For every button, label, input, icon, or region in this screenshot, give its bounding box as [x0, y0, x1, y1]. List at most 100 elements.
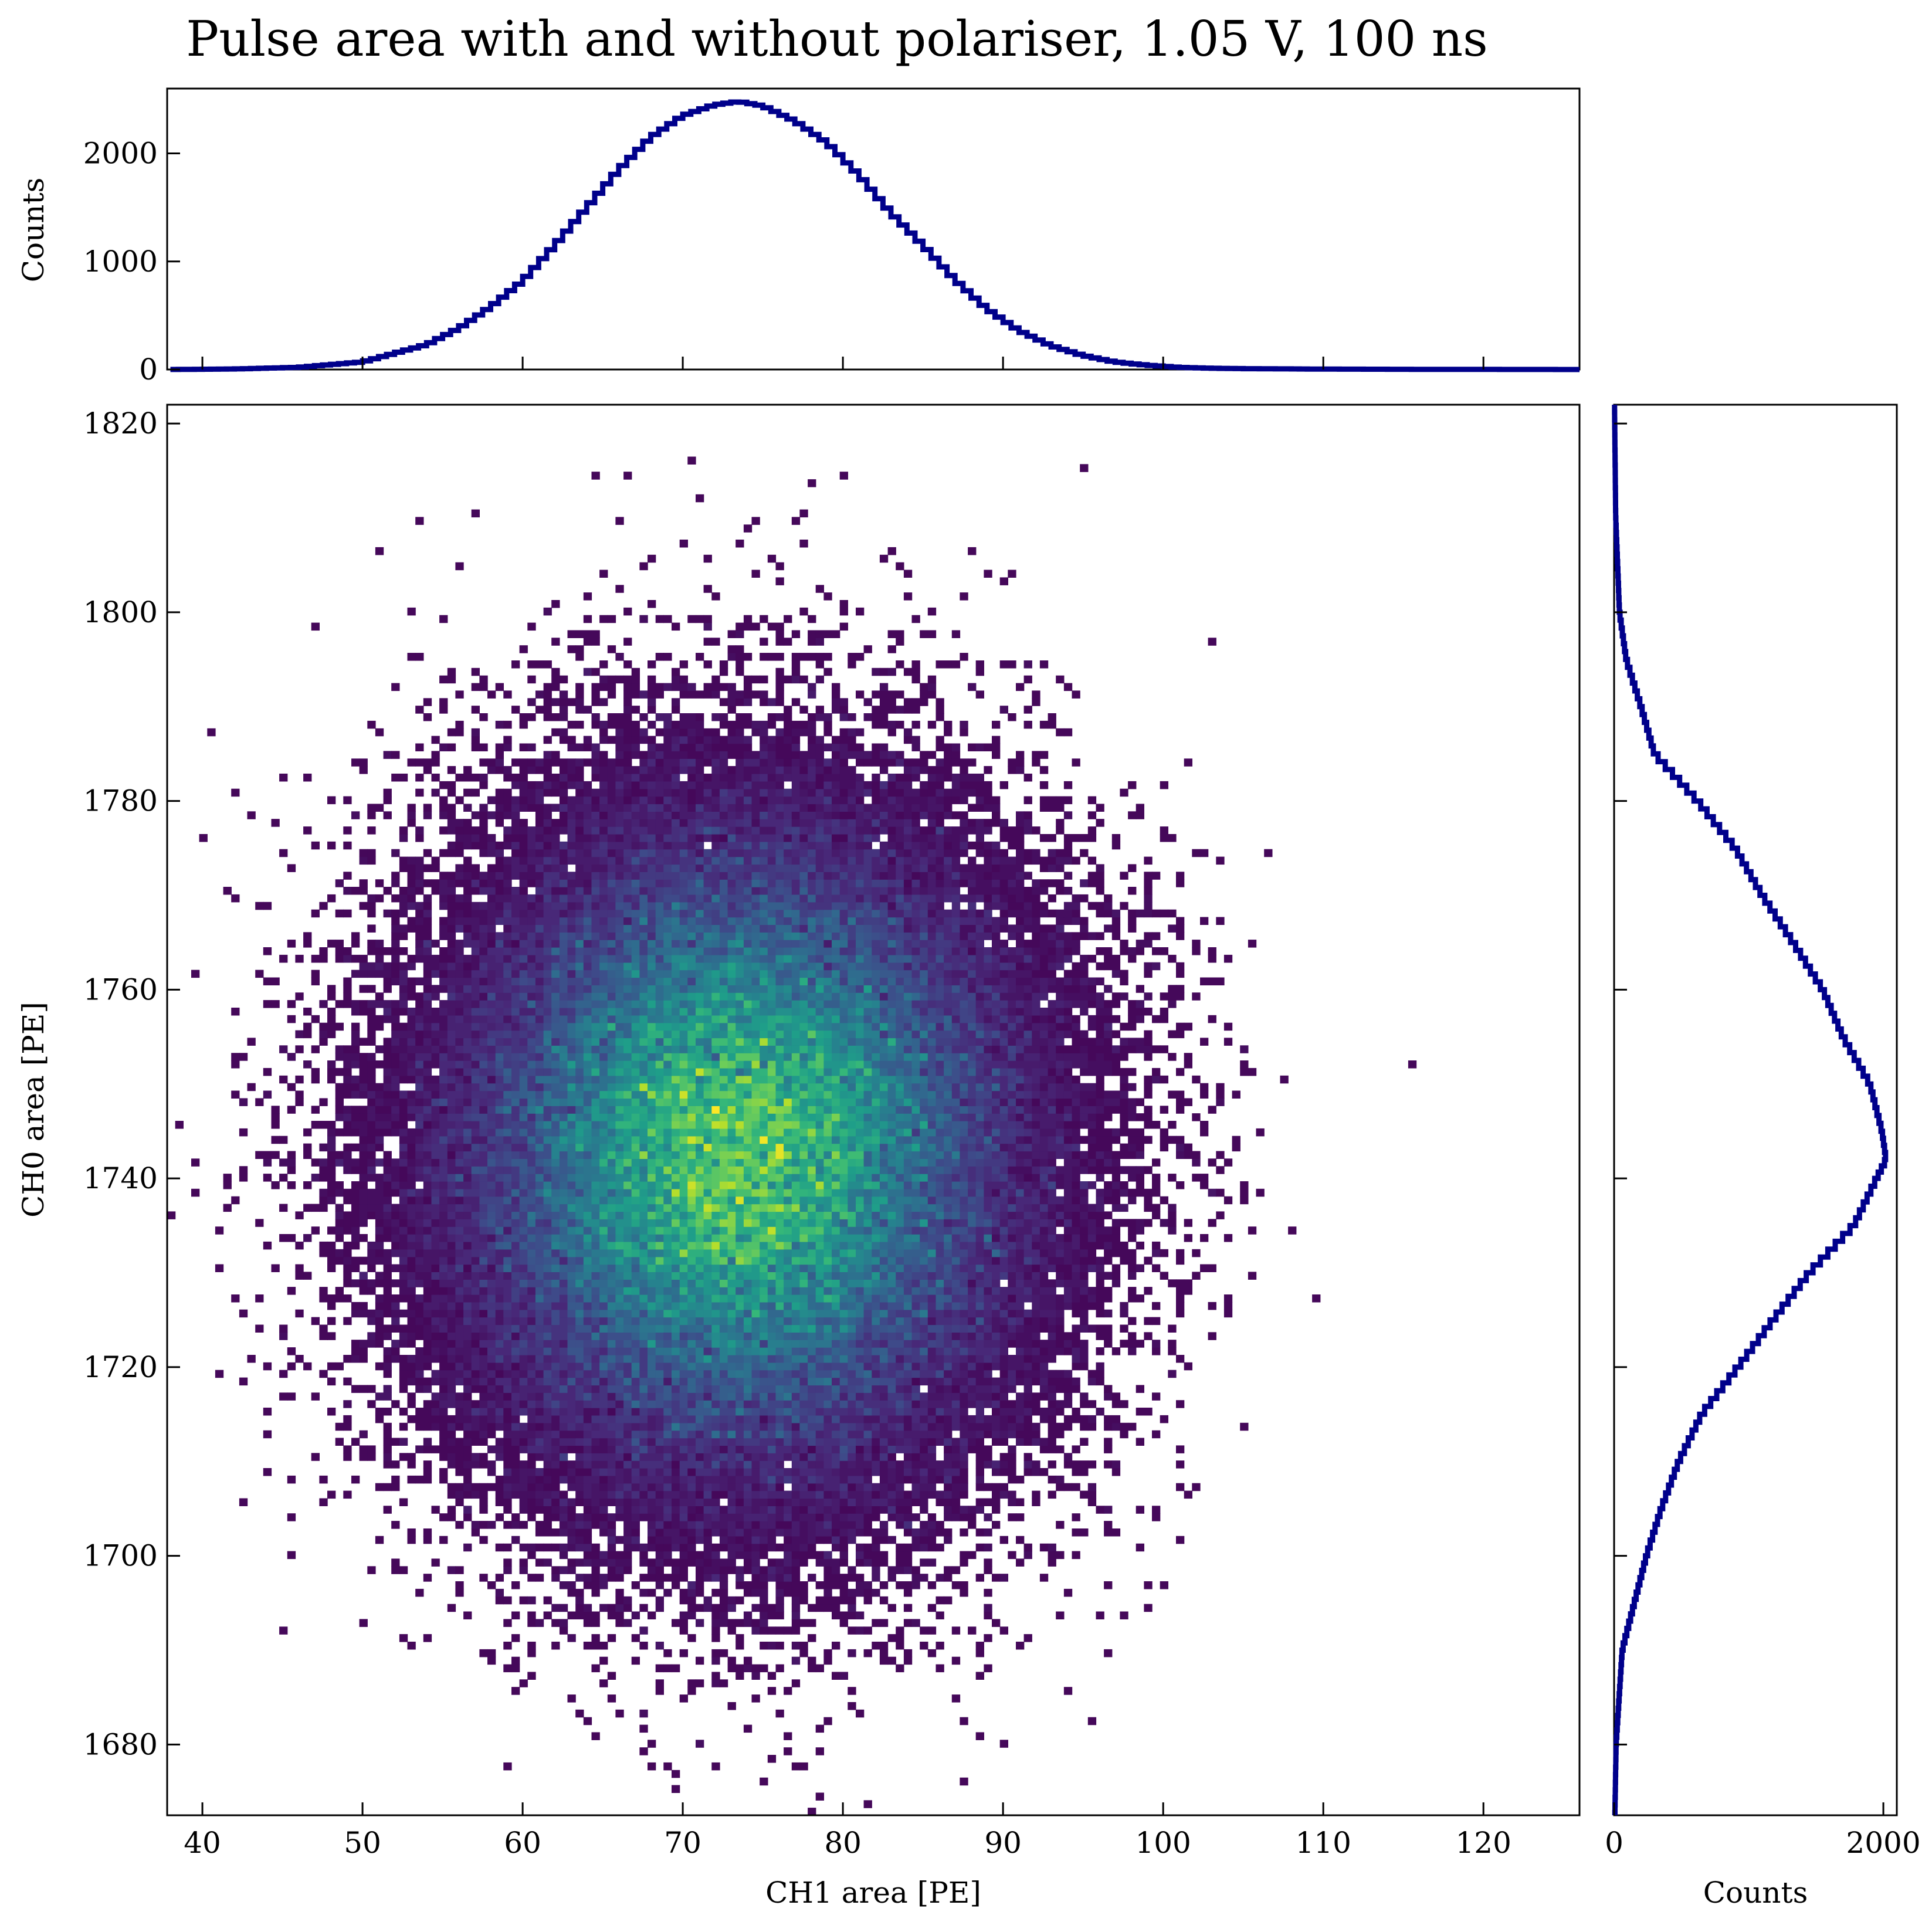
heatmap-cell [911, 1385, 920, 1393]
heatmap-cell [879, 1317, 889, 1326]
heatmap-cell [719, 1536, 728, 1544]
heatmap-cell [735, 1513, 744, 1521]
heatmap-cell [1216, 1211, 1225, 1219]
heatmap-cell [856, 1309, 865, 1318]
heatmap-cell [1048, 1264, 1056, 1272]
heatmap-cell [727, 1287, 736, 1295]
heatmap-cell [1008, 1490, 1016, 1499]
heatmap-cell [383, 1287, 392, 1295]
heatmap-cell [975, 1211, 984, 1219]
heatmap-cell [455, 1181, 464, 1189]
heatmap-cell [1039, 1408, 1049, 1416]
heatmap-cell [591, 1392, 600, 1401]
heatmap-cell [784, 1408, 792, 1416]
heatmap-cell [927, 1188, 937, 1197]
heatmap-cell [615, 1506, 624, 1514]
heatmap-cell [519, 1174, 528, 1182]
heatmap-cell [535, 1408, 544, 1416]
heatmap-cell [832, 1362, 840, 1371]
heatmap-cell [832, 1196, 840, 1205]
heatmap-cell [615, 1226, 624, 1235]
heatmap-cell [784, 1430, 792, 1439]
heatmap-cell [631, 1279, 640, 1287]
heatmap-cell [639, 1551, 648, 1560]
heatmap-cell [719, 1611, 728, 1619]
heatmap-cell [896, 1301, 904, 1310]
heatmap-cell [903, 1219, 913, 1227]
top-histogram-step-line [170, 99, 1580, 372]
heatmap-cell [791, 1536, 801, 1544]
heatmap-cell [927, 1604, 937, 1612]
heatmap-cell [687, 1264, 696, 1272]
heatmap-cell [887, 1536, 896, 1544]
heatmap-cell [760, 1626, 768, 1635]
heatmap-cell [648, 1415, 656, 1423]
heatmap-cell [631, 1377, 640, 1386]
heatmap-cell [711, 1566, 720, 1574]
heatmap-cell [471, 1438, 480, 1446]
heatmap-cell [887, 1392, 896, 1401]
heatmap-cell [784, 1687, 792, 1695]
heatmap-cell [815, 1490, 824, 1499]
heatmap-cell [487, 1174, 496, 1182]
heatmap-cell [839, 1309, 848, 1318]
heatmap-cell [823, 1324, 832, 1333]
heatmap-cell [799, 1468, 808, 1476]
heatmap-cell [975, 1332, 984, 1340]
heatmap-cell [367, 1196, 376, 1205]
heatmap-cell [767, 1256, 777, 1265]
heatmap-cell [727, 1204, 736, 1212]
heatmap-cell [727, 1355, 736, 1363]
heatmap-cell [527, 1513, 536, 1521]
heatmap-cell [551, 1226, 560, 1235]
heatmap-cell [623, 1287, 632, 1295]
heatmap-cell [543, 1272, 552, 1280]
heatmap-cell [944, 1430, 953, 1439]
heatmap-cell [863, 1558, 872, 1567]
heatmap-cell [863, 1279, 872, 1287]
heatmap-cell [439, 1324, 448, 1333]
heatmap-cell [696, 1301, 704, 1310]
heatmap-cell [599, 1513, 608, 1521]
heatmap-cell [648, 1574, 656, 1582]
heatmap-cell [863, 1430, 872, 1439]
heatmap-cell [535, 1174, 544, 1182]
heatmap-cell [1056, 1324, 1065, 1333]
heatmap-cell [727, 1468, 736, 1476]
heatmap-cell [703, 1340, 712, 1348]
heatmap-cell [583, 1498, 592, 1506]
heatmap-cell [767, 1385, 777, 1393]
heatmap-cell [823, 1256, 832, 1265]
heatmap-cell [760, 1272, 768, 1280]
heatmap-cell [999, 1309, 1008, 1318]
heatmap-cell [687, 1355, 696, 1363]
heatmap-cell [679, 1490, 688, 1499]
heatmap-cell [648, 1611, 656, 1619]
heatmap-cell [599, 1408, 608, 1416]
heatmap-cell [944, 1460, 953, 1469]
heatmap-cell [735, 1294, 744, 1303]
heatmap-cell [375, 1536, 384, 1544]
heatmap-cell [784, 1377, 792, 1386]
heatmap-cell [799, 1249, 808, 1258]
heatmap-cell [896, 1558, 904, 1567]
heatmap-cell [583, 1385, 592, 1393]
heatmap-cell [823, 1400, 832, 1408]
heatmap-cell [1080, 1196, 1089, 1205]
heatmap-cell [535, 1355, 544, 1363]
heatmap-cell [351, 1188, 360, 1197]
heatmap-cell [887, 1400, 896, 1408]
heatmap-cell [951, 1460, 961, 1469]
heatmap-cell [535, 1377, 544, 1386]
heatmap-cell [623, 1317, 632, 1326]
heatmap-cell [848, 1174, 856, 1182]
heatmap-cell [872, 1551, 880, 1560]
heatmap-cell [1080, 1309, 1089, 1318]
heatmap-cell [527, 1438, 536, 1446]
heatmap-cell [575, 1249, 584, 1258]
heatmap-cell [760, 1664, 768, 1673]
heatmap-cell [1048, 1181, 1056, 1189]
heatmap-cell [663, 1490, 672, 1499]
heatmap-cell [719, 1226, 728, 1235]
heatmap-cell [567, 1355, 576, 1363]
